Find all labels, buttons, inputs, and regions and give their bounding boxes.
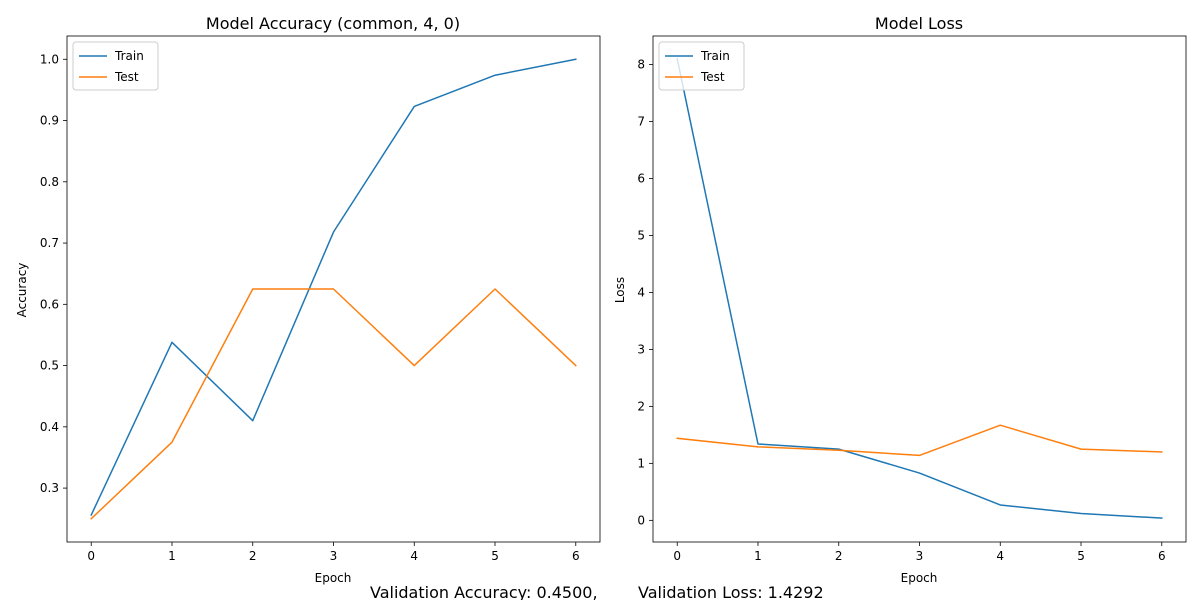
loss-y-axis-label: Loss [613,277,627,303]
accuracy-x-tick-label: 1 [168,549,176,563]
loss-y-tick-label: 0 [637,513,645,527]
accuracy-y-axis-label: Accuracy [15,263,29,318]
loss-legend-label-test: Test [700,70,725,84]
loss-x-tick-label: 3 [916,549,924,563]
accuracy-y-tick-label: 1.0 [40,52,59,66]
accuracy-y-tick-label: 0.7 [40,236,59,250]
accuracy-x-axis-label: Epoch [315,571,352,585]
loss-x-tick-label: 0 [673,549,681,563]
loss-x-tick-label: 2 [835,549,843,563]
accuracy-x-tick-label: 5 [491,549,499,563]
accuracy-y-tick-label: 0.8 [40,175,59,189]
loss-x-axis-label: Epoch [901,571,938,585]
loss-chart: Model Loss Epoch Loss 0 1 2 3 4 5 6 0 1 2 3 4 5 6 7 8 Tr… [613,14,1187,585]
accuracy-x-tick-label: 4 [410,549,418,563]
accuracy-series-line-test [90,288,577,520]
loss-y-tick-label: 7 [637,114,645,128]
validation-loss-text: Validation Loss: 1.4292 [638,583,824,600]
accuracy-legend: Train Test [72,41,159,91]
loss-y-tick-label: 4 [637,285,645,299]
loss-y-tick-label: 3 [637,342,645,356]
accuracy-chart: Model Accuracy (common, 4, 0) Epoch Accu… [15,14,601,585]
accuracy-y-tick-label: 0.5 [40,359,59,373]
accuracy-y-tick-label: 0.3 [40,481,59,495]
accuracy-y-tick-label: 0.9 [40,114,59,128]
loss-y-tick-label: 5 [637,228,645,242]
loss-chart-title: Model Loss [875,14,963,33]
accuracy-x-tick-label: 6 [572,549,580,563]
loss-series-line-train [676,57,1163,519]
accuracy-x-tick-label: 2 [249,549,257,563]
loss-legend: Train Test [658,41,745,91]
loss-x-tick-label: 4 [996,549,1004,563]
accuracy-y-tick-label: 0.4 [40,420,59,434]
loss-x-tick-label: 1 [754,549,762,563]
accuracy-y-tick-label: 0.6 [40,297,59,311]
validation-accuracy-text: Validation Accuracy: 0.4500, [370,583,598,600]
loss-y-tick-label: 8 [637,57,645,71]
loss-y-tick-label: 6 [637,171,645,185]
loss-series-line-test [676,424,1163,457]
loss-legend-label-train: Train [700,49,730,63]
accuracy-legend-label-test: Test [114,70,139,84]
accuracy-x-tick-label: 0 [87,549,95,563]
loss-legend-box [658,41,745,91]
accuracy-legend-label-train: Train [114,49,144,63]
accuracy-x-tick-label: 3 [330,549,338,563]
accuracy-series-line-train [90,58,577,517]
accuracy-legend-box [72,41,159,91]
loss-x-tick-label: 6 [1158,549,1166,563]
loss-y-tick-label: 2 [637,399,645,413]
loss-x-tick-label: 5 [1077,549,1085,563]
accuracy-chart-title: Model Accuracy (common, 4, 0) [206,14,460,33]
loss-y-tick-label: 1 [637,456,645,470]
